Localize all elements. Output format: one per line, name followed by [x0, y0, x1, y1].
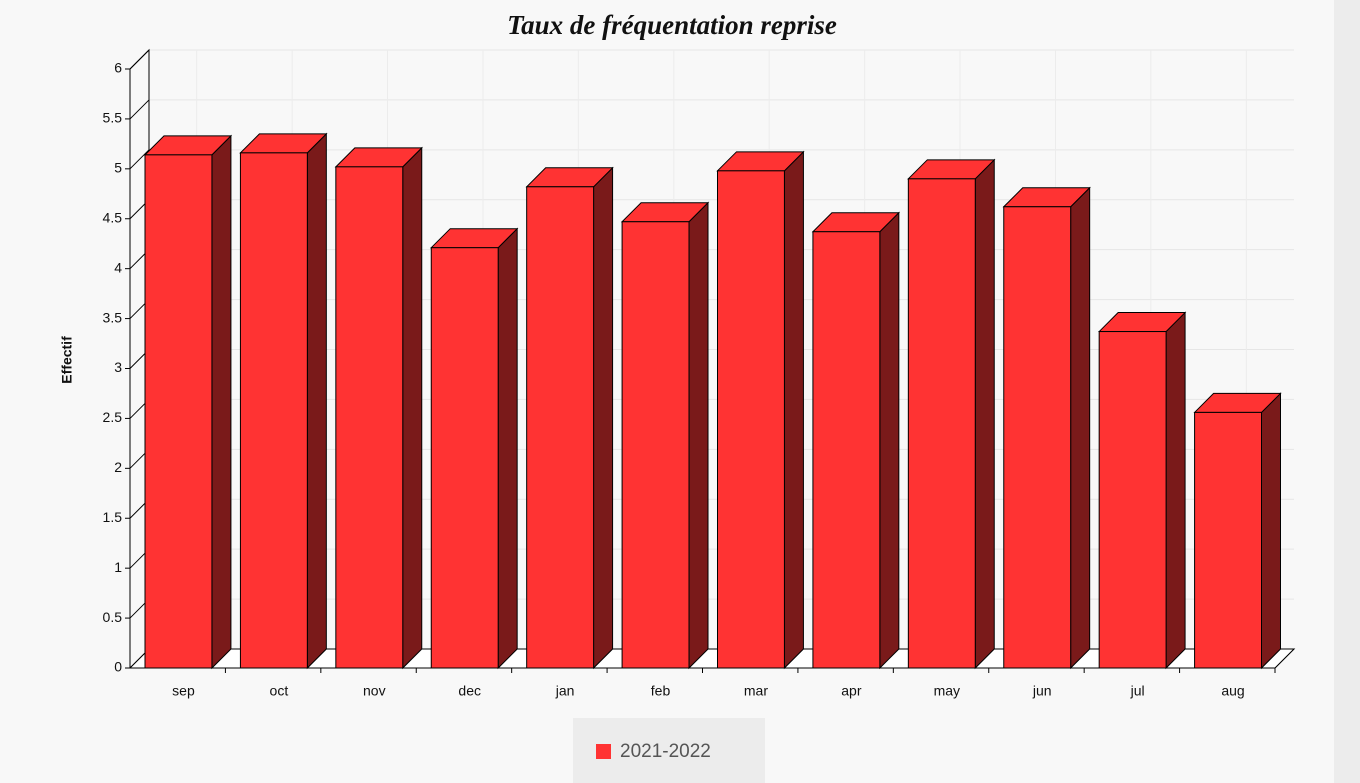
x-tick-label: jan: [555, 683, 575, 699]
y-tick-label: 3: [114, 359, 122, 375]
tick-diagonal: [129, 99, 150, 120]
y-tick-label: 3.5: [103, 309, 123, 325]
y-tick-label: 0.5: [103, 609, 123, 625]
chart-title: Taux de fréquentation reprise: [507, 10, 837, 40]
bar: [239, 132, 328, 670]
bar-front: [907, 178, 976, 669]
bar-front: [144, 154, 213, 669]
bar-side: [306, 132, 327, 670]
bar-side: [1165, 311, 1186, 670]
bar-side: [783, 150, 804, 670]
x-tick-label: jun: [1032, 683, 1052, 699]
bar-front: [621, 221, 690, 669]
bar-front: [335, 166, 404, 669]
bar: [1002, 186, 1091, 670]
y-tick-label: 2.5: [103, 409, 123, 425]
y-tick-label: 0: [114, 659, 122, 675]
y-axis-label: Effectif: [59, 336, 75, 384]
bar-side: [688, 201, 709, 670]
bar-side: [879, 211, 900, 670]
bar-front: [1003, 206, 1072, 669]
bar: [334, 146, 423, 670]
x-tick-label: nov: [363, 683, 386, 699]
y-tick-label: 1: [114, 559, 122, 575]
y-tick-label: 5: [114, 160, 122, 176]
y-tick-label: 5.5: [103, 110, 123, 126]
x-tick-label: sep: [172, 683, 195, 699]
bar-side: [402, 146, 423, 670]
y-tick-label: 6: [114, 60, 122, 76]
x-tick-label: may: [934, 683, 960, 699]
bar-side: [497, 227, 518, 670]
bar-front: [239, 152, 308, 669]
bar-side: [974, 158, 995, 670]
y-tick-label: 1.5: [103, 509, 123, 525]
bar: [907, 158, 996, 670]
y-tick-label: 2: [114, 459, 122, 475]
x-tick-label: mar: [744, 683, 768, 699]
x-tick-label: dec: [458, 683, 481, 699]
bar-front: [717, 170, 785, 669]
bar: [430, 227, 519, 670]
bar-side: [211, 134, 232, 670]
legend-label: 2021-2022: [620, 741, 711, 762]
bar: [1193, 392, 1282, 670]
x-tick-label: apr: [841, 683, 862, 699]
bar: [1097, 311, 1187, 670]
bar-front: [526, 186, 595, 669]
side-strip: [1334, 0, 1360, 783]
bar: [620, 201, 710, 670]
x-tick-label: feb: [651, 683, 671, 699]
bar-front: [1098, 331, 1167, 669]
bar-front: [430, 247, 499, 669]
bar: [811, 211, 901, 670]
bar: [716, 150, 805, 670]
bar-side: [593, 166, 614, 670]
bar: [525, 166, 614, 670]
x-tick-label: oct: [270, 683, 289, 699]
legend-swatch: [596, 744, 611, 759]
y-tick-label: 4.5: [103, 209, 123, 225]
y-tick-label: 4: [114, 259, 122, 275]
x-tick-label: jul: [1130, 683, 1145, 699]
bar-front: [1194, 411, 1263, 669]
tick-diagonal: [129, 149, 150, 170]
bar-side: [1261, 392, 1281, 670]
x-tick-label: aug: [1221, 683, 1244, 699]
bar-side: [1070, 186, 1091, 670]
bar: [143, 134, 233, 670]
bar-front: [812, 231, 881, 669]
